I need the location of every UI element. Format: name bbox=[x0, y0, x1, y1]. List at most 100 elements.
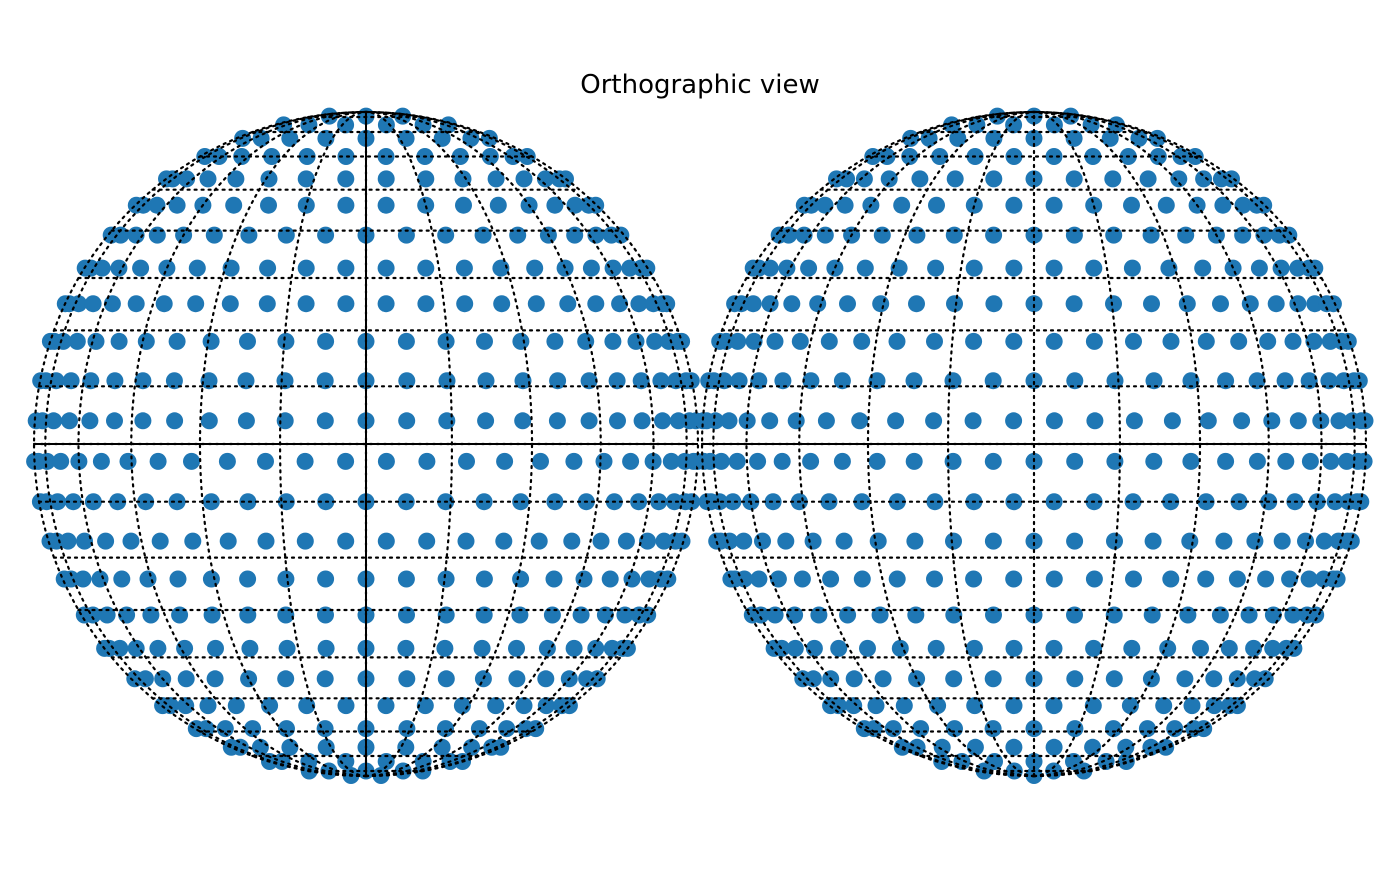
scatter-point bbox=[965, 639, 983, 657]
scatter-point bbox=[592, 532, 610, 550]
scatter-point bbox=[1300, 372, 1318, 390]
scatter-point bbox=[512, 493, 530, 511]
scatter-point bbox=[639, 532, 656, 550]
scatter-point bbox=[604, 332, 622, 350]
scatter-point bbox=[627, 332, 645, 350]
scatter-point bbox=[487, 697, 505, 715]
scatter-point bbox=[437, 670, 455, 688]
scatter-point bbox=[511, 606, 529, 624]
scatter-point bbox=[845, 697, 863, 715]
scatter-point bbox=[1005, 412, 1023, 430]
scatter-point bbox=[527, 295, 545, 313]
scatter-point bbox=[1255, 196, 1273, 214]
scatter-point bbox=[276, 372, 294, 390]
scatter-point bbox=[888, 570, 906, 588]
scatter-point bbox=[397, 738, 415, 756]
scatter-point bbox=[632, 372, 650, 390]
scatter-point bbox=[735, 532, 753, 550]
scatter-point bbox=[1065, 753, 1082, 770]
scatter-point bbox=[433, 738, 451, 756]
scatter-point bbox=[867, 697, 885, 715]
scatter-point bbox=[418, 532, 436, 550]
scatter-point bbox=[646, 332, 664, 350]
scatter-point bbox=[512, 570, 530, 588]
scatter-point bbox=[1005, 332, 1023, 350]
scatter-point bbox=[1045, 412, 1063, 430]
scatter-point bbox=[237, 372, 255, 390]
scatter-point bbox=[1306, 295, 1324, 313]
scatter-point bbox=[1045, 697, 1063, 715]
scatter-point bbox=[601, 570, 619, 588]
scatter-point bbox=[127, 639, 145, 657]
scatter-point bbox=[985, 295, 1003, 313]
scatter-point bbox=[455, 259, 473, 277]
scatter-point bbox=[239, 332, 256, 350]
scatter-point bbox=[1105, 295, 1122, 313]
scatter-point bbox=[1322, 452, 1340, 470]
scatter-point bbox=[822, 570, 840, 588]
scatter-point bbox=[177, 697, 195, 715]
scatter-point bbox=[1045, 148, 1063, 165]
scatter-point bbox=[203, 606, 221, 624]
scatter-point bbox=[766, 606, 784, 624]
scatter-point bbox=[1264, 639, 1282, 657]
scatter-point bbox=[565, 452, 583, 470]
scatter-point bbox=[761, 259, 779, 277]
scatter-point bbox=[1005, 196, 1023, 214]
scatter-point bbox=[475, 570, 493, 588]
scatter-point bbox=[457, 532, 475, 550]
scatter-point bbox=[820, 332, 838, 350]
scatter-point bbox=[946, 295, 963, 313]
scatter-point bbox=[944, 452, 962, 470]
scatter-point bbox=[218, 452, 236, 470]
scatter-point bbox=[604, 259, 622, 277]
scatter-point bbox=[433, 129, 451, 147]
scatter-point bbox=[1205, 670, 1223, 688]
scatter-point bbox=[711, 493, 728, 511]
scatter-point bbox=[52, 452, 70, 470]
scatter-point bbox=[59, 532, 77, 550]
scatter-point bbox=[82, 372, 100, 390]
scatter-point bbox=[838, 170, 856, 188]
scatter-point bbox=[1192, 639, 1209, 657]
scatter-point bbox=[1085, 570, 1103, 588]
scatter-point bbox=[543, 606, 561, 624]
scatter-point bbox=[908, 295, 925, 313]
scatter-point bbox=[1144, 532, 1162, 550]
scatter-point bbox=[907, 606, 925, 624]
scatter-point bbox=[1234, 196, 1252, 214]
scatter-point bbox=[1355, 452, 1373, 470]
scatter-point bbox=[730, 372, 748, 390]
scatter-point bbox=[946, 170, 964, 188]
scatter-point bbox=[1101, 129, 1119, 147]
scatter-point bbox=[588, 670, 606, 688]
scatter-point bbox=[926, 493, 944, 511]
scatter-point bbox=[297, 259, 315, 277]
scatter-point bbox=[1305, 332, 1323, 350]
scatter-point bbox=[281, 738, 299, 756]
scatter-point bbox=[546, 493, 564, 511]
scatter-point bbox=[1182, 372, 1200, 390]
scatter-point bbox=[1228, 570, 1246, 588]
scatter-point bbox=[1328, 570, 1346, 588]
scatter-point bbox=[1025, 532, 1043, 550]
scatter-point bbox=[1065, 226, 1083, 244]
scatter-point bbox=[804, 532, 822, 550]
scatter-point bbox=[377, 259, 395, 277]
scatter-point bbox=[492, 738, 510, 756]
scatter-point bbox=[377, 697, 395, 715]
scatter-point bbox=[1157, 196, 1175, 214]
scatter-point bbox=[1005, 639, 1023, 657]
scatter-point bbox=[81, 412, 99, 430]
scatter-point bbox=[1326, 493, 1344, 511]
scatter-point bbox=[1259, 332, 1277, 350]
scatter-point bbox=[925, 412, 943, 430]
scatter-point bbox=[225, 196, 243, 214]
scatter-point bbox=[1255, 226, 1273, 244]
scatter-point bbox=[474, 226, 492, 244]
scatter-point bbox=[199, 170, 217, 188]
scatter-point bbox=[906, 532, 924, 550]
scatter-point bbox=[927, 259, 945, 277]
scatter-point bbox=[437, 570, 455, 588]
scatter-point bbox=[62, 372, 80, 390]
